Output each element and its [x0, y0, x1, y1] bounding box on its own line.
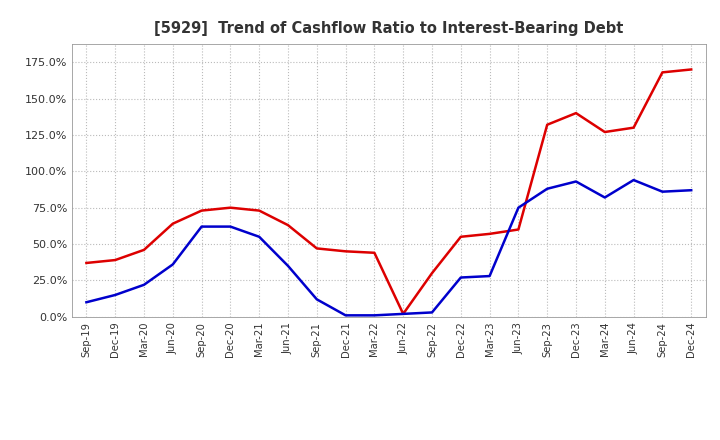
Title: [5929]  Trend of Cashflow Ratio to Interest-Bearing Debt: [5929] Trend of Cashflow Ratio to Intere…	[154, 21, 624, 36]
